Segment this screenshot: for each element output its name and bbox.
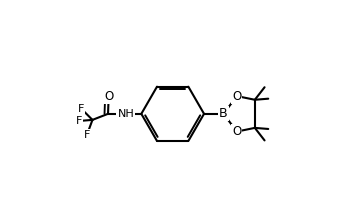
Text: F: F (84, 130, 90, 140)
Text: F: F (76, 116, 82, 126)
Text: NH: NH (118, 109, 134, 119)
Text: B: B (219, 107, 228, 120)
Text: O: O (232, 90, 241, 102)
Text: O: O (104, 90, 113, 102)
Text: O: O (232, 125, 241, 138)
Text: F: F (78, 104, 84, 114)
